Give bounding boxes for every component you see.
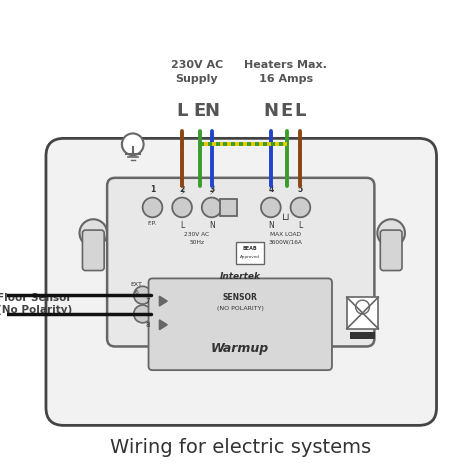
Polygon shape — [159, 296, 167, 306]
Text: BEAB: BEAB — [243, 246, 257, 251]
Text: 230V AC: 230V AC — [171, 60, 223, 70]
Text: MAX LOAD: MAX LOAD — [270, 232, 301, 237]
Text: L: L — [180, 221, 184, 230]
Text: Floor Sensor
(No Polarity): Floor Sensor (No Polarity) — [0, 293, 72, 315]
Text: E: E — [194, 101, 206, 119]
Text: F.P.: F.P. — [148, 221, 157, 226]
Text: N: N — [209, 221, 215, 230]
Circle shape — [291, 198, 310, 217]
Text: L: L — [295, 101, 306, 119]
Circle shape — [202, 198, 221, 217]
Text: ⊔: ⊔ — [282, 212, 290, 222]
Text: 8: 8 — [146, 322, 150, 328]
Text: (NO POLARITY): (NO POLARITY) — [217, 306, 264, 310]
Text: E: E — [281, 101, 293, 119]
Text: N: N — [268, 221, 273, 230]
Circle shape — [134, 286, 152, 304]
FancyBboxPatch shape — [82, 230, 104, 271]
Text: L: L — [298, 221, 302, 230]
Text: 50Hz: 50Hz — [189, 240, 204, 245]
Text: N: N — [204, 101, 219, 119]
Bar — [219, 199, 237, 216]
Text: 2: 2 — [180, 184, 185, 193]
Circle shape — [377, 219, 405, 247]
Text: Heaters Max.: Heaters Max. — [244, 60, 327, 70]
Text: L: L — [176, 101, 188, 119]
Bar — [347, 297, 378, 329]
FancyBboxPatch shape — [148, 278, 332, 370]
Text: 3600W/16A: 3600W/16A — [269, 240, 302, 245]
Text: 6: 6 — [135, 290, 138, 295]
Text: Wiring for electric systems: Wiring for electric systems — [109, 438, 371, 456]
Text: 16 Amps: 16 Amps — [258, 74, 313, 84]
Circle shape — [356, 300, 369, 314]
Circle shape — [122, 134, 144, 155]
Text: ⚡: ⚡ — [179, 188, 185, 197]
Text: SENSOR: SENSOR — [223, 292, 258, 301]
Bar — [237, 242, 264, 264]
FancyBboxPatch shape — [46, 138, 437, 425]
FancyBboxPatch shape — [107, 178, 374, 346]
Text: 4: 4 — [268, 184, 273, 193]
Polygon shape — [159, 320, 167, 330]
Text: Warmup: Warmup — [211, 342, 269, 355]
Text: 230V AC: 230V AC — [184, 232, 210, 237]
Text: 1: 1 — [150, 184, 155, 193]
Text: Supply: Supply — [175, 74, 218, 84]
Text: Approved: Approved — [240, 255, 260, 259]
Text: N: N — [264, 101, 278, 119]
Text: 5: 5 — [298, 184, 303, 193]
Circle shape — [80, 219, 107, 247]
Text: ⚡: ⚡ — [209, 188, 215, 197]
Text: 7: 7 — [146, 298, 150, 304]
Circle shape — [134, 305, 152, 323]
Circle shape — [143, 198, 162, 217]
Bar — [350, 332, 375, 338]
Circle shape — [172, 198, 192, 217]
Text: Intertek: Intertek — [220, 272, 261, 281]
Text: EXT: EXT — [131, 283, 143, 287]
FancyBboxPatch shape — [380, 230, 402, 271]
Circle shape — [261, 198, 281, 217]
Text: 3: 3 — [209, 184, 214, 193]
